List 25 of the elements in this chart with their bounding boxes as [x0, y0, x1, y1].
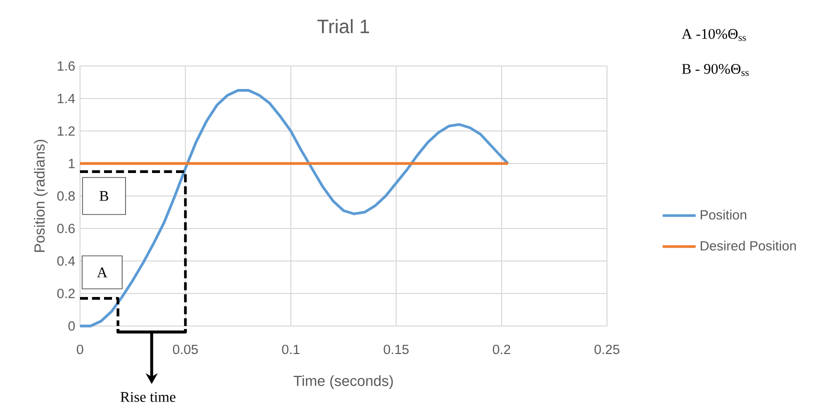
y-tick-label: 0	[68, 321, 75, 331]
y-tick-label: 0.8	[57, 191, 75, 201]
y-tick-label: 1.6	[58, 61, 75, 71]
annotation: A	[96, 268, 108, 278]
y-tick-label: 1	[68, 158, 75, 168]
x-tick-label: 0.05	[172, 344, 198, 354]
x-tick-label: 0.1	[282, 344, 300, 354]
x-axis-title: Time (seconds)	[294, 375, 393, 389]
text: A -10%Θ$_{ss}$	[682, 28, 746, 42]
text: B - 90%Θ$_{ss}$	[682, 64, 749, 76]
y-tick-label: 0.2	[57, 288, 75, 298]
x-tick-label: 0	[76, 344, 84, 354]
annotation: B	[100, 191, 108, 201]
legend-label: Position	[700, 210, 746, 220]
y-tick-label: 0.4	[57, 256, 75, 266]
y-tick-label: 1.4	[58, 94, 75, 104]
x-tick-label: 0.15	[384, 344, 409, 354]
legend-label: Desired Position	[700, 240, 796, 251]
y-axis-title: Position (radians)	[34, 140, 48, 252]
text: Rise time	[120, 392, 176, 402]
y-tick-label: 0.6	[57, 224, 75, 234]
chart-title: Trial 1	[317, 19, 370, 34]
x-tick-label: 0.25	[594, 344, 620, 354]
y-tick-label: 1.2	[58, 126, 75, 136]
x-tick-label: 0.2	[492, 344, 510, 354]
